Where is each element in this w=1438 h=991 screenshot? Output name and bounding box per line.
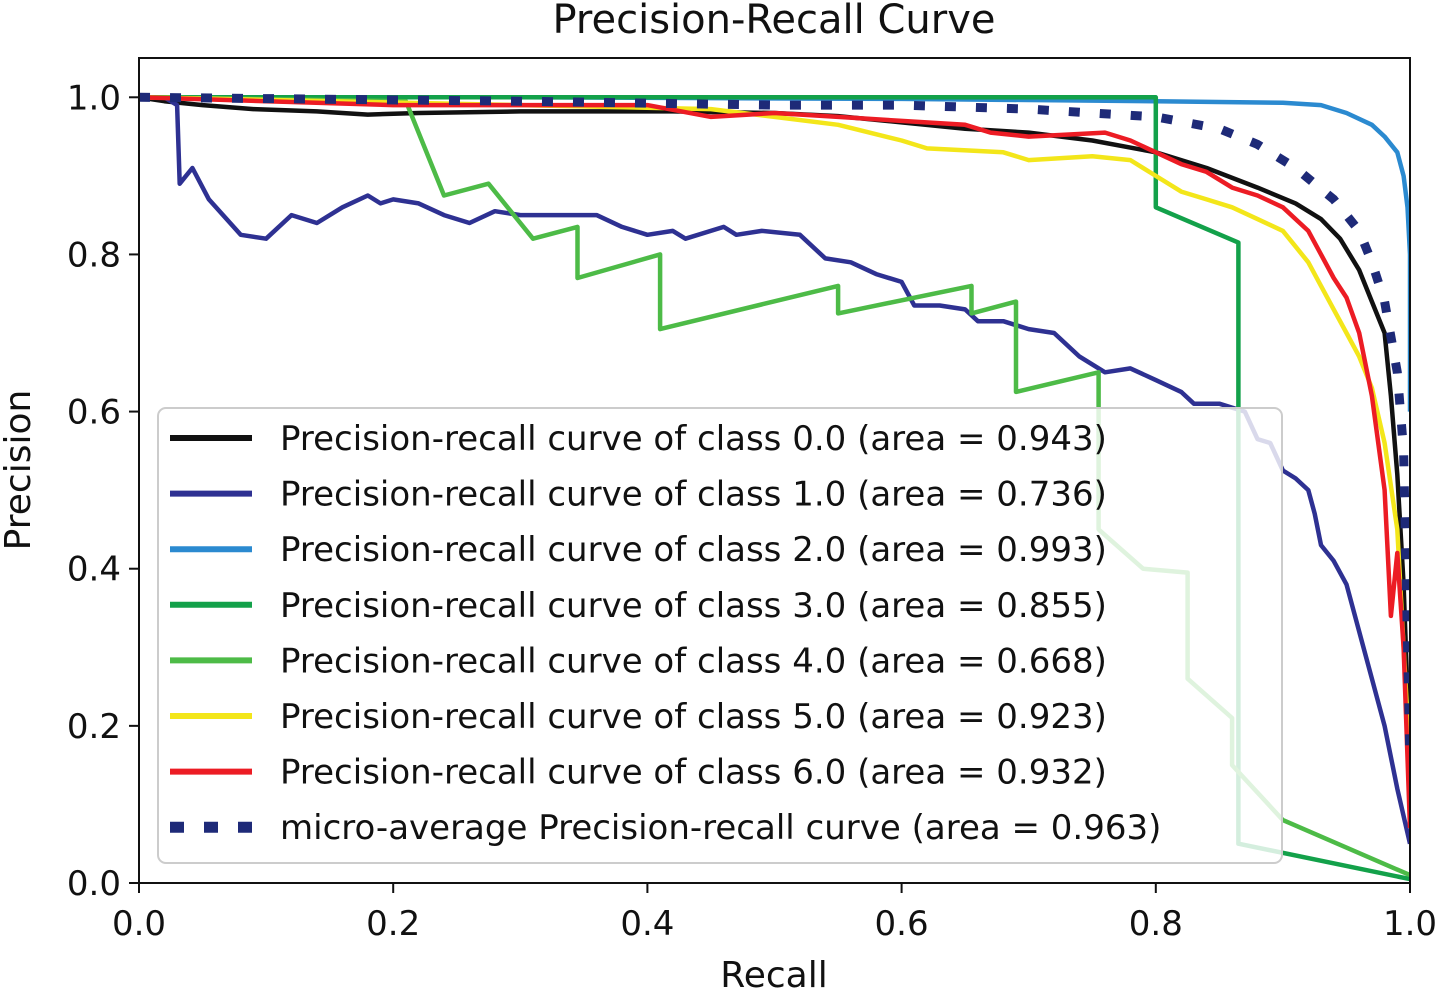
x-axis-label: Recall	[720, 955, 827, 991]
x-tick-label: 0.6	[875, 904, 929, 944]
series-line-6	[139, 95, 1410, 829]
y-tick-label: 0.0	[67, 864, 121, 904]
x-tick-label: 0.0	[112, 904, 166, 944]
legend-label-5: Precision-recall curve of class 5.0 (are…	[280, 697, 1107, 737]
y-tick-label: 1.0	[67, 78, 121, 118]
chart-title: Precision-Recall Curve	[553, 0, 996, 43]
y-tick-label: 0.2	[67, 707, 121, 747]
y-tick-label: 0.8	[67, 235, 121, 275]
legend-label-7: micro-average Precision-recall curve (ar…	[280, 808, 1161, 848]
legend-label-2: Precision-recall curve of class 2.0 (are…	[280, 530, 1107, 570]
legend-label-0: Precision-recall curve of class 0.0 (are…	[280, 419, 1107, 459]
x-tick-label: 0.8	[1129, 904, 1183, 944]
y-axis-ticks: 0.0 0.2 0.4 0.6 0.8 1.0	[67, 78, 139, 904]
legend-label-3: Precision-recall curve of class 3.0 (are…	[280, 586, 1107, 626]
series-layer	[139, 92, 1410, 882]
y-tick-label: 0.4	[67, 550, 121, 590]
legend: Precision-recall curve of class 0.0 (are…	[157, 407, 1283, 864]
x-tick-label: 1.0	[1383, 904, 1437, 944]
x-tick-label: 0.2	[366, 904, 420, 944]
legend-label-4: Precision-recall curve of class 4.0 (are…	[280, 641, 1107, 681]
series-line-1	[139, 95, 1410, 845]
x-axis-ticks: 0.0 0.2 0.4 0.6 0.8 1.0	[112, 883, 1437, 944]
legend-box	[157, 407, 1283, 864]
legend-label-1: Precision-recall curve of class 1.0 (are…	[280, 475, 1107, 515]
series-line-2	[139, 95, 1410, 412]
y-axis-label: Precision	[0, 390, 39, 551]
series-line-7	[139, 92, 1410, 766]
legend-label-6: Precision-recall curve of class 6.0 (are…	[280, 753, 1107, 793]
x-tick-label: 0.4	[620, 904, 674, 944]
plot-frame	[138, 57, 1411, 884]
y-tick-label: 0.6	[67, 393, 121, 433]
